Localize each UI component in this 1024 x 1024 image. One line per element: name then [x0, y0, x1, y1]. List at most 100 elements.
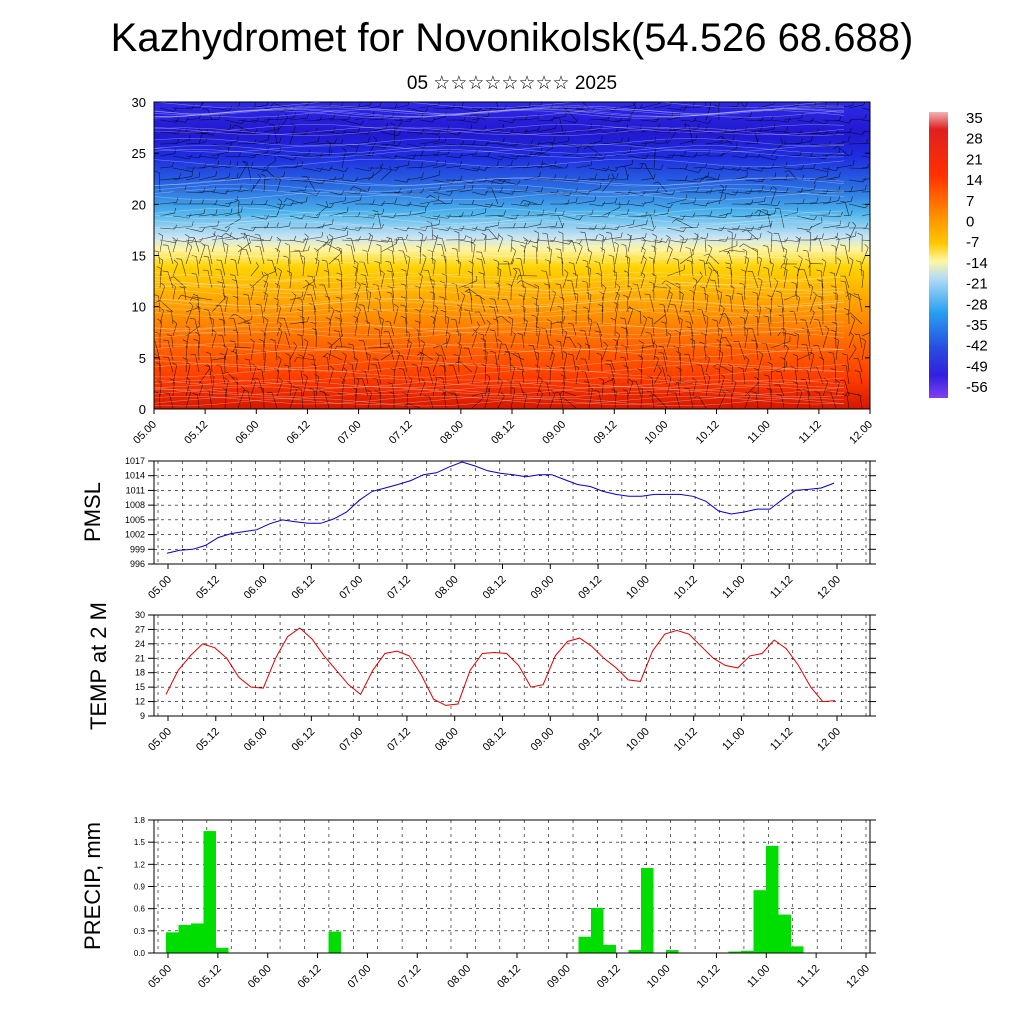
y-tick-label: 21 [135, 653, 145, 663]
heatmap-x-tick-label: 08.12 [489, 419, 517, 447]
contour-line-set [154, 102, 845, 407]
heatmap-y-tick-label: 30 [132, 95, 146, 110]
precip-bar [203, 831, 216, 953]
x-tick-label: 09.00 [528, 726, 556, 754]
temp-frame [153, 614, 871, 717]
series-line [166, 461, 835, 554]
colorbar-label: 7 [966, 193, 974, 210]
heatmap-x-tick-label: 06.12 [285, 419, 313, 447]
temp-y-axis: 9 12 15 18 21 24 27 30 [135, 610, 876, 721]
pmsl-frame [153, 460, 871, 565]
x-tick-label: 07.12 [395, 963, 423, 991]
x-tick-label: 10.00 [645, 963, 673, 991]
x-tick-label: 05.12 [194, 726, 222, 754]
colorbar-label: -7 [966, 234, 979, 251]
x-tick-label: 07.00 [337, 574, 365, 602]
colorbar-label: -35 [966, 317, 988, 334]
precip-bar [753, 890, 766, 953]
y-tick-label: 12 [135, 697, 145, 707]
temp-x-axis: 05.00 05.12 06.00 06.12 07.00 07.12 08.00 08.12… [146, 716, 843, 754]
heatmap-x-tick-label: 07.12 [387, 419, 415, 447]
y-tick-label: 1008 [125, 500, 145, 510]
x-tick-label: 10.00 [624, 726, 652, 754]
y-tick-label: 0.0 [134, 949, 146, 958]
x-tick-label: 08.00 [433, 726, 461, 754]
y-tick-label: 1.2 [134, 860, 146, 869]
colorbar-label: -42 [966, 338, 988, 355]
y-tick-label: 24 [135, 639, 145, 649]
precip-bar [628, 950, 641, 953]
precip-x-axis: 05.00 05.12 06.00 06.12 07.00 07.12 08.00 08.12… [146, 953, 872, 991]
x-tick-label: 08.12 [495, 963, 523, 991]
heatmap-y-tick-label: 10 [132, 300, 146, 315]
colorbar-label: -49 [966, 358, 988, 375]
precip-axis-title: PRECIP, mm [80, 822, 105, 950]
heatmap-x-tick-label: 06.00 [233, 419, 261, 447]
x-tick-label: 11.00 [720, 574, 747, 601]
y-tick-label: 27 [135, 624, 145, 634]
precip-bar [641, 868, 654, 953]
heatmap-y-tick-label: 0 [139, 402, 146, 417]
x-tick-label: 10.12 [672, 574, 700, 602]
x-tick-label: 07.12 [385, 726, 413, 754]
precip-bar [216, 947, 229, 953]
heatmap-x-tick-label: 08.00 [438, 419, 466, 447]
x-tick-label: 07.00 [346, 963, 374, 991]
x-tick-label: 09.12 [595, 963, 623, 991]
precip-bars [166, 831, 804, 953]
x-tick-label: 05.00 [146, 574, 174, 602]
temperature-cross-section: 0 5 10 15 20 25 30 05.00 05.12 06.00 06.12 07.00 07… [131, 95, 875, 447]
heatmap-y-tick-label: 25 [132, 146, 146, 161]
y-tick-label: 1.5 [134, 838, 146, 847]
x-tick-label: 06.12 [290, 574, 318, 602]
x-tick-label: 09.12 [576, 726, 604, 754]
y-tick-label: 1011 [126, 485, 145, 495]
grid-lines [154, 460, 870, 565]
x-tick-label: 09.00 [545, 963, 573, 991]
temp-panel: 9 12 15 18 21 24 27 30 05.00 05.12 06.00 06.12 07.0… [86, 602, 876, 754]
y-tick-label: 1002 [125, 530, 145, 540]
x-tick-label: 09.00 [528, 574, 556, 602]
y-tick-label: 30 [135, 610, 145, 620]
precip-bar [591, 907, 604, 953]
precip-bar [603, 944, 616, 953]
y-tick-label: 1.8 [134, 816, 146, 825]
pmsl-grid [154, 460, 870, 565]
colorbar-scale [929, 112, 948, 398]
precip-bar [728, 951, 741, 953]
y-tick-label: 0.9 [134, 883, 146, 892]
colorbar-label: 0 [966, 214, 974, 231]
heatmap-y-axis: 0 5 10 15 20 25 30 [132, 95, 870, 417]
colorbar-labels: 35 28 21 14 7 0 -7 -14 -21 -28 -35 -42 -49 -56 [966, 110, 988, 396]
heatmap-x-axis: 05.00 05.12 06.00 06.12 07.00 07.12 08.00 08.12… [131, 409, 875, 447]
precip-bar [191, 923, 204, 953]
x-tick-label: 11.12 [768, 726, 795, 753]
colorbar-label: 35 [966, 110, 983, 127]
heatmap-x-tick-label: 11.00 [745, 419, 772, 446]
y-tick-label: 1014 [125, 471, 145, 481]
y-tick-label: 9 [140, 711, 145, 721]
colorbar-label: -56 [966, 379, 988, 396]
x-tick-label: 08.12 [481, 726, 509, 754]
colorbar-label: -21 [966, 276, 988, 293]
x-tick-label: 10.00 [624, 574, 652, 602]
series-line [165, 627, 836, 706]
colorbar-label: 21 [966, 151, 983, 168]
x-tick-label: 08.00 [445, 963, 473, 991]
temp-series [165, 627, 836, 706]
x-tick-label: 09.12 [576, 574, 604, 602]
x-tick-label: 07.12 [385, 574, 413, 602]
page-title: Kazhydromet for Novonikolsk(54.526 68.68… [110, 16, 914, 60]
x-tick-label: 05.00 [146, 726, 174, 754]
pmsl-series [166, 461, 835, 554]
heatmap-x-tick-label: 07.00 [336, 419, 364, 447]
x-tick-label: 08.00 [433, 574, 461, 602]
heatmap-x-tick-label: 12.00 [847, 419, 875, 447]
pmsl-x-axis: 05.00 05.12 06.00 06.12 07.00 07.12 08.00 08.12… [146, 564, 843, 602]
precip-y-axis: 0.0 0.3 0.6 0.9 1.2 1.5 1.8 [134, 816, 876, 958]
x-tick-label: 11.12 [795, 963, 822, 990]
y-tick-label: 0.6 [134, 905, 146, 914]
precip-bar [166, 932, 179, 953]
x-tick-label: 07.00 [337, 726, 365, 754]
pmsl-axis-title: PMSL [80, 482, 105, 542]
